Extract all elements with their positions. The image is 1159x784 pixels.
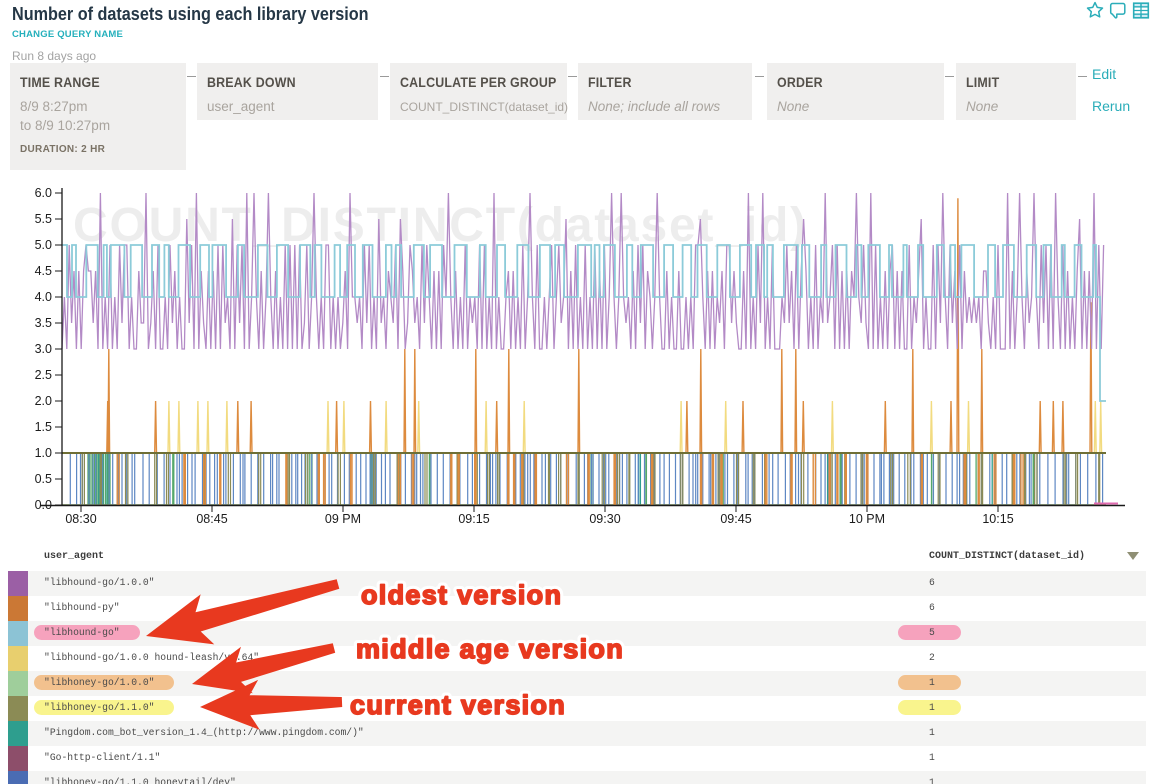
svg-text:5.5: 5.5 — [35, 212, 52, 226]
svg-text:10:15: 10:15 — [982, 512, 1013, 526]
svg-text:08:45: 08:45 — [196, 512, 227, 526]
svg-text:10 PM: 10 PM — [849, 512, 885, 526]
svg-text:3.0: 3.0 — [35, 342, 52, 356]
svg-text:1.0: 1.0 — [35, 446, 52, 460]
svg-text:09:45: 09:45 — [720, 512, 751, 526]
svg-text:5.0: 5.0 — [35, 238, 52, 252]
svg-text:09 PM: 09 PM — [325, 512, 361, 526]
svg-text:0.5: 0.5 — [35, 472, 52, 486]
svg-text:08:30: 08:30 — [65, 512, 96, 526]
svg-text:6.0: 6.0 — [35, 186, 52, 200]
svg-text:2.5: 2.5 — [35, 368, 52, 382]
svg-text:4.0: 4.0 — [35, 290, 52, 304]
svg-text:4.5: 4.5 — [35, 264, 52, 278]
svg-text:3.5: 3.5 — [35, 316, 52, 330]
svg-text:1.5: 1.5 — [35, 420, 52, 434]
svg-text:2.0: 2.0 — [35, 394, 52, 408]
svg-text:09:15: 09:15 — [458, 512, 489, 526]
svg-text:09:30: 09:30 — [589, 512, 620, 526]
